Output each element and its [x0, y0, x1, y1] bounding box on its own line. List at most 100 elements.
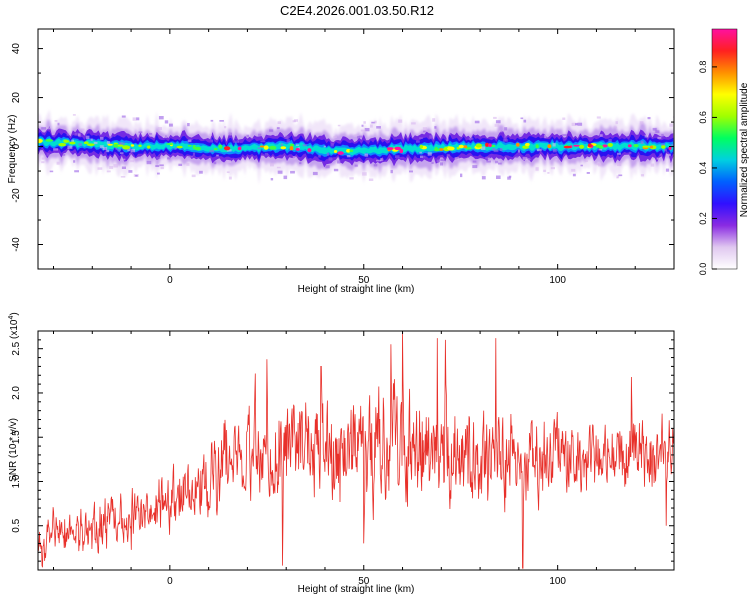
spectrogram-peak — [602, 144, 608, 148]
spectrogram-speckle — [416, 140, 420, 143]
spectrogram-speckle — [258, 133, 262, 137]
spectrogram-speckle — [156, 156, 161, 160]
spectrogram-speckle — [157, 127, 162, 130]
spectrogram-speckle — [374, 120, 377, 124]
spectrogram-speckle — [110, 136, 113, 138]
spectrogram-peak — [485, 142, 489, 147]
spectrogram-speckle — [523, 119, 527, 123]
spectrogram-speckle — [157, 172, 160, 175]
spectrogram-speckle — [67, 145, 73, 149]
spectrogram-peak — [456, 146, 460, 150]
spectrogram-peak — [307, 148, 312, 153]
spectrogram-peak — [661, 145, 666, 149]
spectrogram-peak — [290, 143, 295, 147]
spectrogram-speckle — [292, 156, 296, 160]
spectrogram-peak — [522, 145, 530, 149]
spectrogram-speckle — [487, 157, 491, 162]
spectrogram-speckle — [363, 121, 366, 124]
spectrogram-speckle — [554, 131, 558, 135]
spectrogram-speckle — [652, 127, 657, 131]
spectrogram-peak — [535, 144, 539, 149]
spectrogram-speckle — [616, 176, 619, 179]
spectrogram-speckle — [226, 160, 232, 163]
snr-ytick-label: 2.0 — [11, 386, 22, 400]
spectrogram-speckle — [437, 159, 440, 163]
spectrogram-speckle — [72, 114, 76, 116]
spectrogram-peak — [386, 147, 394, 151]
spectrogram-peak — [259, 145, 265, 148]
spectrogram-peak — [346, 149, 351, 153]
spectrogram-speckle — [330, 143, 334, 147]
spectrogram-peak — [438, 148, 444, 151]
spectrogram-peak — [147, 145, 151, 149]
colorbar-label: Normalized spectral amplitude — [739, 82, 750, 217]
spectrogram-peak — [547, 144, 552, 149]
spectrogram-speckle — [99, 145, 104, 149]
spectrogram-speckle — [73, 160, 76, 163]
spectrogram-speckle — [472, 165, 478, 169]
spectrogram-speckle — [498, 162, 502, 165]
spectrogram-speckle — [333, 168, 339, 172]
spectrogram-speckle — [364, 128, 370, 132]
spectrogram-peak — [598, 145, 604, 149]
spectrogram-speckle — [552, 149, 557, 153]
spectrogram-speckle — [186, 162, 190, 166]
spectrogram-xtick-label: 50 — [358, 275, 370, 286]
spectrogram-speckle — [360, 129, 366, 132]
spectrogram-speckle — [138, 131, 143, 134]
spectrogram-speckle — [504, 127, 508, 131]
spectrogram-speckle — [318, 155, 321, 158]
spectrogram-speckle — [277, 170, 283, 174]
snr-xtick-label: 0 — [167, 576, 173, 587]
spectrogram-speckle — [148, 133, 153, 135]
spectrogram-speckle — [66, 133, 69, 136]
spectrogram-speckle — [109, 165, 114, 169]
spectrogram-speckle — [90, 138, 93, 141]
spectrogram-speckle — [276, 127, 280, 130]
spectrogram-ytick-label: -20 — [11, 188, 22, 203]
spectrogram-speckle — [346, 155, 351, 158]
spectrogram-peak — [113, 143, 120, 148]
spectrogram-speckle — [41, 157, 45, 160]
snr-ytick-label: 2.5 — [11, 341, 22, 355]
spectrogram-speckle — [485, 156, 490, 160]
spectrogram-speckle — [429, 135, 433, 139]
spectrogram-speckle — [493, 149, 499, 153]
spectrogram-speckle — [446, 153, 450, 157]
spectrogram-speckle — [535, 167, 539, 171]
spectrogram-peak — [490, 144, 496, 147]
spectrogram-peak — [45, 139, 54, 142]
spectrogram-ytick-label: 20 — [11, 92, 22, 104]
snr-scale-exp: 4 — [8, 316, 15, 320]
spectrogram-speckle — [213, 161, 217, 165]
spectrogram-speckle — [499, 148, 503, 151]
spectrogram-speckle — [117, 149, 121, 152]
spectrogram-speckle — [575, 123, 578, 126]
spectrogram-speckle — [135, 174, 138, 177]
spectrogram-speckle — [46, 127, 51, 130]
spectrogram-speckle — [670, 144, 674, 148]
spectrogram-speckle — [498, 130, 503, 133]
spectrogram-speckle — [118, 142, 122, 145]
spectrogram-peak — [633, 144, 639, 148]
spectrogram-speckle — [354, 164, 358, 167]
spectrogram-speckle — [226, 149, 232, 152]
spectrogram-speckle — [121, 158, 126, 161]
spectrogram-speckle — [644, 134, 649, 138]
colorbar-tick-label: 0.6 — [698, 111, 708, 124]
spectrogram-speckle — [106, 141, 111, 145]
spectrogram-speckle — [167, 157, 171, 160]
spectrogram-speckle — [616, 162, 622, 166]
spectrogram-peak — [399, 148, 404, 154]
spectrogram-speckle — [650, 163, 655, 167]
spectrogram-peak — [458, 144, 464, 149]
spectrogram-speckle — [269, 129, 274, 132]
spectrogram-speckle — [492, 148, 496, 151]
spectrogram-speckle — [280, 143, 283, 146]
spectrogram-peak — [563, 145, 572, 149]
spectrogram-speckle — [659, 153, 662, 156]
spectrogram-speckle — [599, 134, 603, 137]
spectrogram-speckle — [78, 143, 82, 146]
spectrogram-speckle — [373, 163, 378, 167]
